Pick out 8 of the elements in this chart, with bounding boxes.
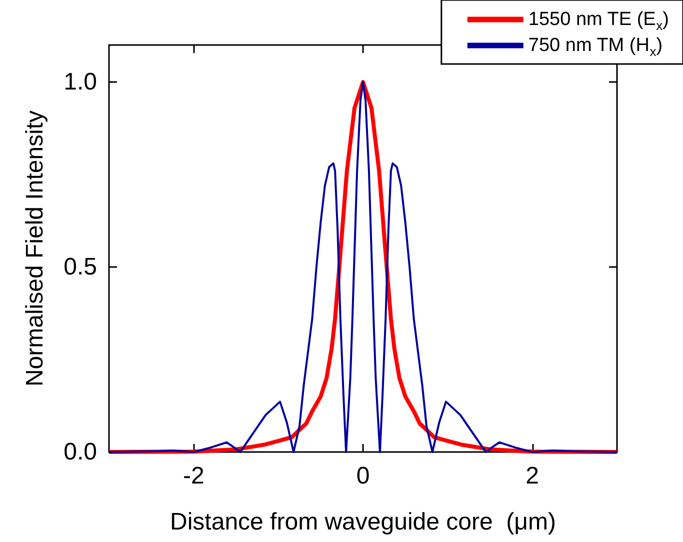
x-tick-label: 0 <box>356 462 370 490</box>
y-tick-label: 1.0 <box>64 68 97 96</box>
x-axis-title: Distance from waveguide core (μm) <box>170 508 556 536</box>
y-tick-label: 0.5 <box>64 254 97 280</box>
x-tick-label: -2 <box>182 462 204 490</box>
y-tick-label: 0.0 <box>64 438 97 466</box>
x-tick-label: 2 <box>526 462 540 490</box>
y-axis-title: Normalised Field Intensity <box>22 110 48 387</box>
